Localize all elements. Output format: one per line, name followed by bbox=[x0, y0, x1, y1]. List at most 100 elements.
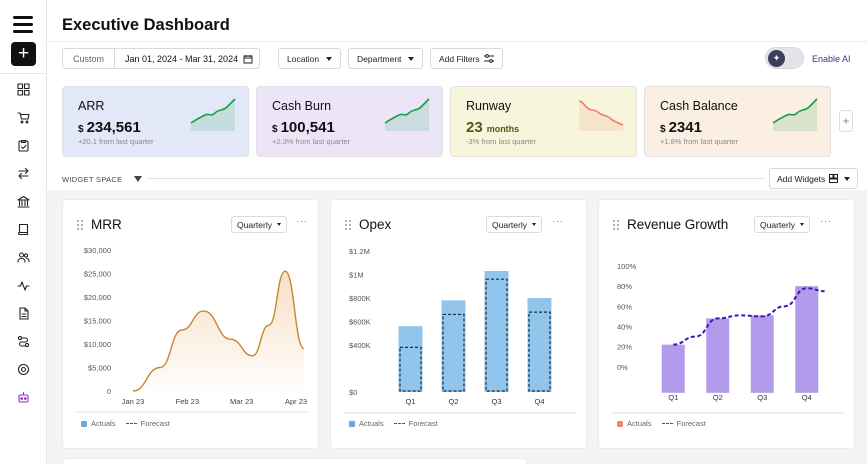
add-widgets-button[interactable]: Add Widgets bbox=[769, 168, 859, 189]
book-icon[interactable] bbox=[14, 220, 32, 238]
mrr-area bbox=[133, 271, 305, 391]
x-tick-label: Apr 23 bbox=[285, 397, 307, 406]
y-tick-label: $400K bbox=[349, 341, 371, 350]
header-divider bbox=[47, 41, 867, 42]
more-options-icon[interactable]: ··· bbox=[296, 216, 308, 227]
x-tick-label: Q4 bbox=[534, 397, 544, 406]
route-icon[interactable] bbox=[14, 332, 32, 350]
revenue-growth-widget: Revenue Growth Quarterly ··· 100% 80% 60% 40% 2… bbox=[598, 199, 855, 449]
kpi-value: 23 months bbox=[466, 119, 519, 136]
kpi-title: ARR bbox=[78, 99, 105, 113]
kpi-card-0[interactable]: ARR $234,561 +20.1 from last quarter bbox=[62, 86, 249, 157]
y-tick-label: $20,000 bbox=[84, 293, 111, 302]
period-dropdown[interactable]: Quarterly bbox=[754, 216, 810, 233]
sparkline-line bbox=[190, 98, 236, 124]
mrr-widget: MRR Quarterly ··· $30,000 $25,000 $20,000 $15,… bbox=[62, 199, 319, 449]
clipboard-icon[interactable] bbox=[14, 136, 32, 154]
date-filter: Custom Jan 01, 2024 - Mar 31, 2024 bbox=[62, 48, 261, 69]
legend-swatch bbox=[617, 420, 623, 427]
activity-icon[interactable] bbox=[14, 276, 32, 294]
y-tick-label: 40% bbox=[617, 323, 632, 332]
custom-range-button[interactable]: Custom bbox=[63, 49, 115, 68]
opex-chart: $1.2M $1M $800K $600K $400K $0 Q1 Q2 Q3 Q4 bbox=[343, 247, 576, 414]
kpi-card-2[interactable]: Runway 23 months -3% from last quarter bbox=[450, 86, 637, 157]
chart-legend: Actuals Forecast bbox=[349, 419, 438, 428]
document-icon[interactable] bbox=[14, 304, 32, 322]
sparkline-area bbox=[579, 101, 623, 131]
sidebar-divider bbox=[0, 73, 47, 74]
kpi-change: +1.8% from last quarter bbox=[660, 137, 739, 146]
y-tick-label: 20% bbox=[617, 343, 632, 352]
collapse-caret-icon[interactable] bbox=[134, 176, 142, 182]
transfer-icon[interactable] bbox=[14, 164, 32, 182]
y-tick-label: $25,000 bbox=[84, 270, 111, 279]
sparkline-line bbox=[384, 98, 430, 124]
add-filters-label: Add Filters bbox=[439, 53, 480, 64]
kpi-change: +20.1 from last quarter bbox=[78, 137, 154, 146]
add-kpi-button[interactable]: + bbox=[839, 110, 853, 132]
dashboard-icon[interactable] bbox=[14, 80, 32, 98]
kpi-value: $2341 bbox=[660, 119, 702, 136]
menu-icon[interactable] bbox=[13, 16, 33, 33]
x-tick-label: Q2 bbox=[448, 397, 458, 406]
enable-ai-label[interactable]: Enable AI bbox=[812, 54, 851, 64]
bar-forecast bbox=[528, 311, 551, 392]
legend-swatch bbox=[349, 420, 355, 427]
settings-icon[interactable] bbox=[14, 360, 32, 378]
kpi-currency: $ bbox=[660, 124, 666, 135]
department-dropdown[interactable]: Department bbox=[348, 48, 424, 69]
date-range-picker[interactable]: Jan 01, 2024 - Mar 31, 2024 bbox=[115, 49, 259, 68]
kpi-card-3[interactable]: Cash Balance $2341 +1.8% from last quarter bbox=[644, 86, 831, 157]
period-dropdown[interactable]: Quarterly bbox=[486, 216, 542, 233]
x-tick-label: Q4 bbox=[802, 393, 812, 402]
kpi-change: +2.3% from last quarter bbox=[272, 137, 351, 146]
drag-handle-icon[interactable] bbox=[77, 220, 83, 230]
sidebar: + bbox=[0, 0, 47, 464]
drag-handle-icon[interactable] bbox=[345, 220, 351, 230]
y-tick-label: $5,000 bbox=[88, 364, 111, 373]
users-icon[interactable] bbox=[14, 248, 32, 266]
calendar-icon bbox=[243, 54, 253, 63]
legend-forecast: Forecast bbox=[676, 419, 706, 428]
kpi-value: $234,561 bbox=[78, 119, 141, 136]
revenue-growth-chart: 100% 80% 60% 40% 20% 0% Q1 Q2 Q3 Q4 bbox=[611, 262, 844, 414]
y-tick-label: $1.2M bbox=[349, 247, 370, 256]
x-tick-label: Q3 bbox=[757, 393, 767, 402]
enable-ai-toggle[interactable]: ✦ bbox=[765, 47, 804, 69]
x-tick-label: Jan 23 bbox=[122, 397, 145, 406]
add-button[interactable]: + bbox=[11, 42, 36, 66]
legend-forecast: Forecast bbox=[140, 419, 170, 428]
legend-actuals: Actuals bbox=[627, 419, 652, 428]
kpi-currency: $ bbox=[272, 124, 278, 135]
widget-title: Revenue Growth bbox=[627, 217, 729, 232]
widget-title: Opex bbox=[359, 217, 392, 232]
add-filters-button[interactable]: Add Filters bbox=[430, 48, 503, 69]
kpi-title: Runway bbox=[466, 99, 512, 113]
more-options-icon[interactable]: ··· bbox=[820, 216, 832, 227]
x-tick-label: Q2 bbox=[713, 393, 723, 402]
kpi-number: 23 bbox=[466, 119, 483, 136]
bar-actual bbox=[398, 326, 423, 392]
cart-icon[interactable] bbox=[14, 108, 32, 126]
kpi-card-1[interactable]: Cash Burn $100,541 +2.3% from last quarter bbox=[256, 86, 443, 157]
mrr-line bbox=[132, 270, 305, 392]
bot-icon[interactable] bbox=[14, 388, 32, 406]
legend-dash bbox=[661, 423, 673, 424]
chevron-down-icon bbox=[408, 56, 415, 61]
location-dropdown[interactable]: Location bbox=[278, 48, 342, 69]
y-tick-label: $30,000 bbox=[84, 246, 111, 255]
kpi-number: 100,541 bbox=[280, 119, 335, 136]
kpi-sparkline-up bbox=[384, 98, 430, 131]
kpi-currency: $ bbox=[78, 124, 84, 135]
chevron-down-icon bbox=[276, 223, 281, 226]
widget-space-label: WIDGET SPACE bbox=[62, 175, 123, 184]
page-title: Executive Dashboard bbox=[62, 16, 230, 34]
bar-forecast bbox=[399, 346, 422, 392]
drag-handle-icon[interactable] bbox=[613, 220, 619, 230]
chevron-down-icon bbox=[799, 223, 804, 226]
period-dropdown[interactable]: Quarterly bbox=[231, 216, 287, 233]
y-tick-label: $600K bbox=[349, 318, 371, 327]
bank-icon[interactable] bbox=[14, 192, 32, 210]
more-options-icon[interactable]: ··· bbox=[552, 216, 564, 227]
chart-legend: Actuals Forecast bbox=[617, 419, 706, 428]
